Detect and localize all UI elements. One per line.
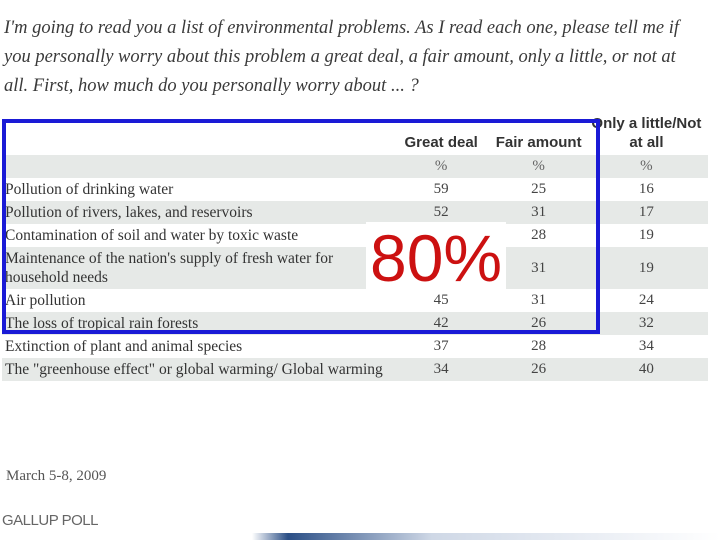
cell-value: 19 (638, 227, 654, 243)
row-label: Pollution of rivers, lakes, and reservoi… (2, 201, 390, 224)
header-blank (2, 112, 390, 155)
cell-value: 31 (492, 247, 585, 289)
cell-value: 34 (638, 338, 654, 354)
row-label: Pollution of drinking water (5, 181, 174, 198)
cell-value: 45 (433, 292, 449, 308)
overlay-label: 80% (366, 222, 507, 294)
table-row: Air pollution 45 31 24 (2, 289, 708, 312)
column-header: Fair amount (495, 134, 582, 151)
cell-value: 19 (584, 247, 708, 289)
table-row: The loss of tropical rain forests 42 26 32 (2, 312, 708, 335)
unit: % (389, 155, 493, 178)
results-table: Great deal Fair amount Only a little/Not… (2, 112, 708, 381)
table-row: Contamination of soil and water by toxic… (2, 224, 708, 247)
table-row: Pollution of rivers, lakes, and reservoi… (2, 201, 708, 224)
cell-value: 31 (531, 292, 547, 308)
row-label: The loss of tropical rain forests (2, 312, 390, 335)
cell-value: 25 (531, 181, 547, 197)
row-label: Maintenance of the nation's supply of fr… (2, 247, 390, 289)
cell-value: 26 (492, 358, 585, 381)
question: I'm going to read you a list of environm… (4, 18, 679, 96)
unit-row: % % % (2, 155, 708, 178)
row-label: Air pollution (5, 292, 86, 309)
table-row: Maintenance of the nation's supply of fr… (2, 247, 708, 289)
cell-value: 17 (584, 201, 708, 224)
cell-value: 28 (531, 227, 547, 243)
unit: % (584, 155, 708, 178)
cell-value: 26 (492, 312, 585, 335)
row-label: The "greenhouse effect" or global warmin… (2, 358, 390, 381)
row-label: Extinction of plant and animal species (5, 338, 243, 355)
date: March 5-8, 2009 (6, 468, 107, 484)
column-header: Only a little/Not at all (591, 115, 702, 151)
row-label: Contamination of soil and water by toxic… (5, 227, 299, 244)
cell-value: 37 (433, 338, 449, 354)
cell-value: 32 (584, 312, 708, 335)
cell-value: 52 (389, 201, 493, 224)
table-row: Pollution of drinking water 59 25 16 (2, 178, 708, 201)
cell-value: 31 (492, 201, 585, 224)
table-row: The "greenhouse effect" or global warmin… (2, 358, 708, 381)
table-body: % % % Pollution of drinking water 59 25 16 P… (2, 155, 708, 381)
cell-value: 34 (389, 358, 493, 381)
unit-blank (2, 155, 390, 178)
cell-value: 24 (638, 292, 654, 308)
unit: % (492, 155, 585, 178)
cell-value: 40 (584, 358, 708, 381)
column-header: Great deal (404, 134, 478, 151)
header-row: Great deal Fair amount Only a little/Not… (2, 112, 708, 155)
cell-value: 59 (433, 181, 449, 197)
cell-value: 28 (531, 338, 547, 354)
logo: GALLUP POLL (2, 512, 98, 529)
footer-bar (0, 533, 720, 540)
cell-value: 16 (638, 181, 654, 197)
table-row: Extinction of plant and animal species 37… (2, 335, 708, 358)
cell-value: 42 (389, 312, 493, 335)
